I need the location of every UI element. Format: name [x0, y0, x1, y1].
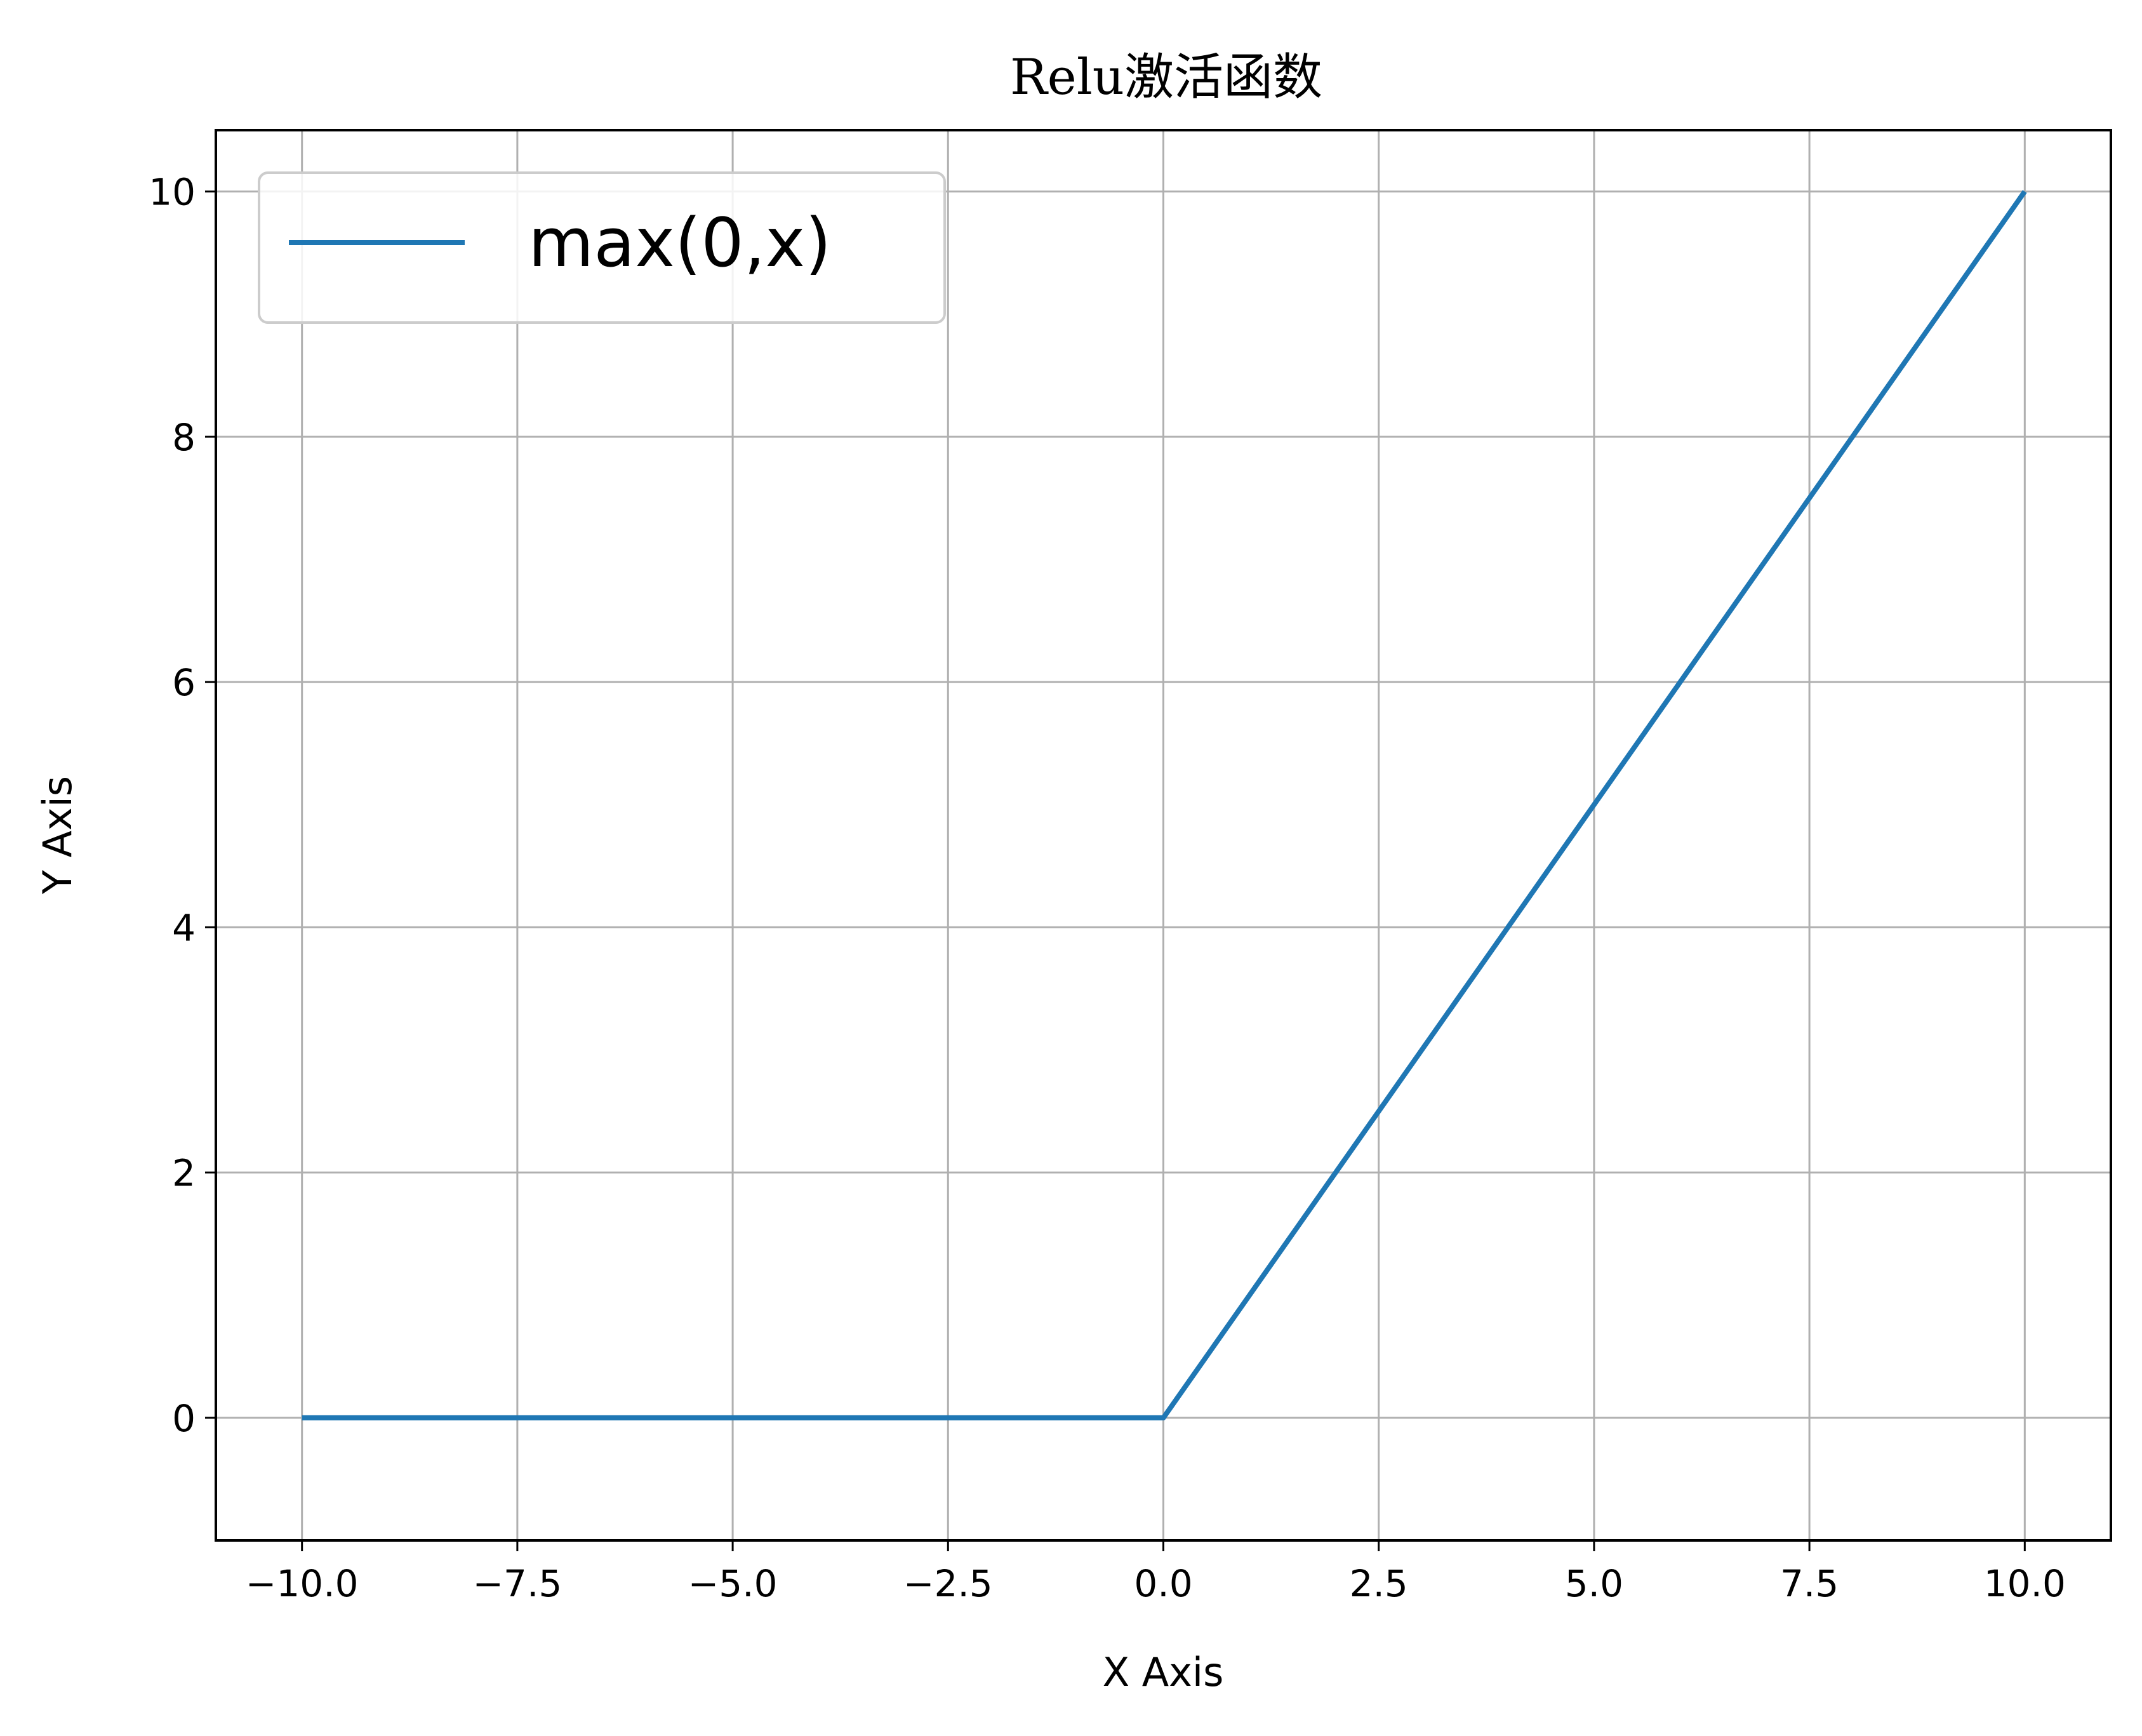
y-tick-label: 2: [172, 1152, 196, 1195]
x-tick-label: −5.0: [688, 1562, 778, 1605]
y-tick-label: 6: [172, 661, 196, 704]
legend-box: [258, 171, 946, 324]
x-tick-label: 0.0: [1134, 1562, 1192, 1605]
grid: [216, 130, 2111, 1540]
y-tick-label: 10: [149, 171, 196, 214]
y-tick-label: 4: [172, 906, 196, 949]
x-tick-label: 5.0: [1565, 1562, 1623, 1605]
series-layer: [302, 190, 2027, 1420]
x-axis: −10.0 −7.5 −5.0 −2.5 0.0 2.5 5.0 7.5 10.0: [246, 1540, 2066, 1605]
x-tick-label: 7.5: [1780, 1562, 1839, 1605]
legend: max(0,x): [258, 171, 946, 324]
x-tick-label: 2.5: [1350, 1562, 1408, 1605]
y-tick-label: 8: [172, 416, 196, 459]
legend-entry-max-0-x: max(0,x): [528, 204, 832, 282]
x-tick-label: −7.5: [472, 1562, 562, 1605]
y-tick-label: 0: [172, 1397, 196, 1440]
y-axis-label: Y Axis: [34, 776, 81, 895]
x-tick-label: −10.0: [246, 1562, 359, 1605]
x-tick-label: −2.5: [903, 1562, 993, 1605]
x-tick-label: 10.0: [1984, 1562, 2066, 1605]
y-axis: 0 2 4 6 8 10: [149, 171, 216, 1440]
chart-title: Relu激活函数: [1010, 49, 1322, 106]
series-line-max-0-x: [302, 190, 2027, 1420]
x-axis-label: X Axis: [1103, 1649, 1224, 1695]
